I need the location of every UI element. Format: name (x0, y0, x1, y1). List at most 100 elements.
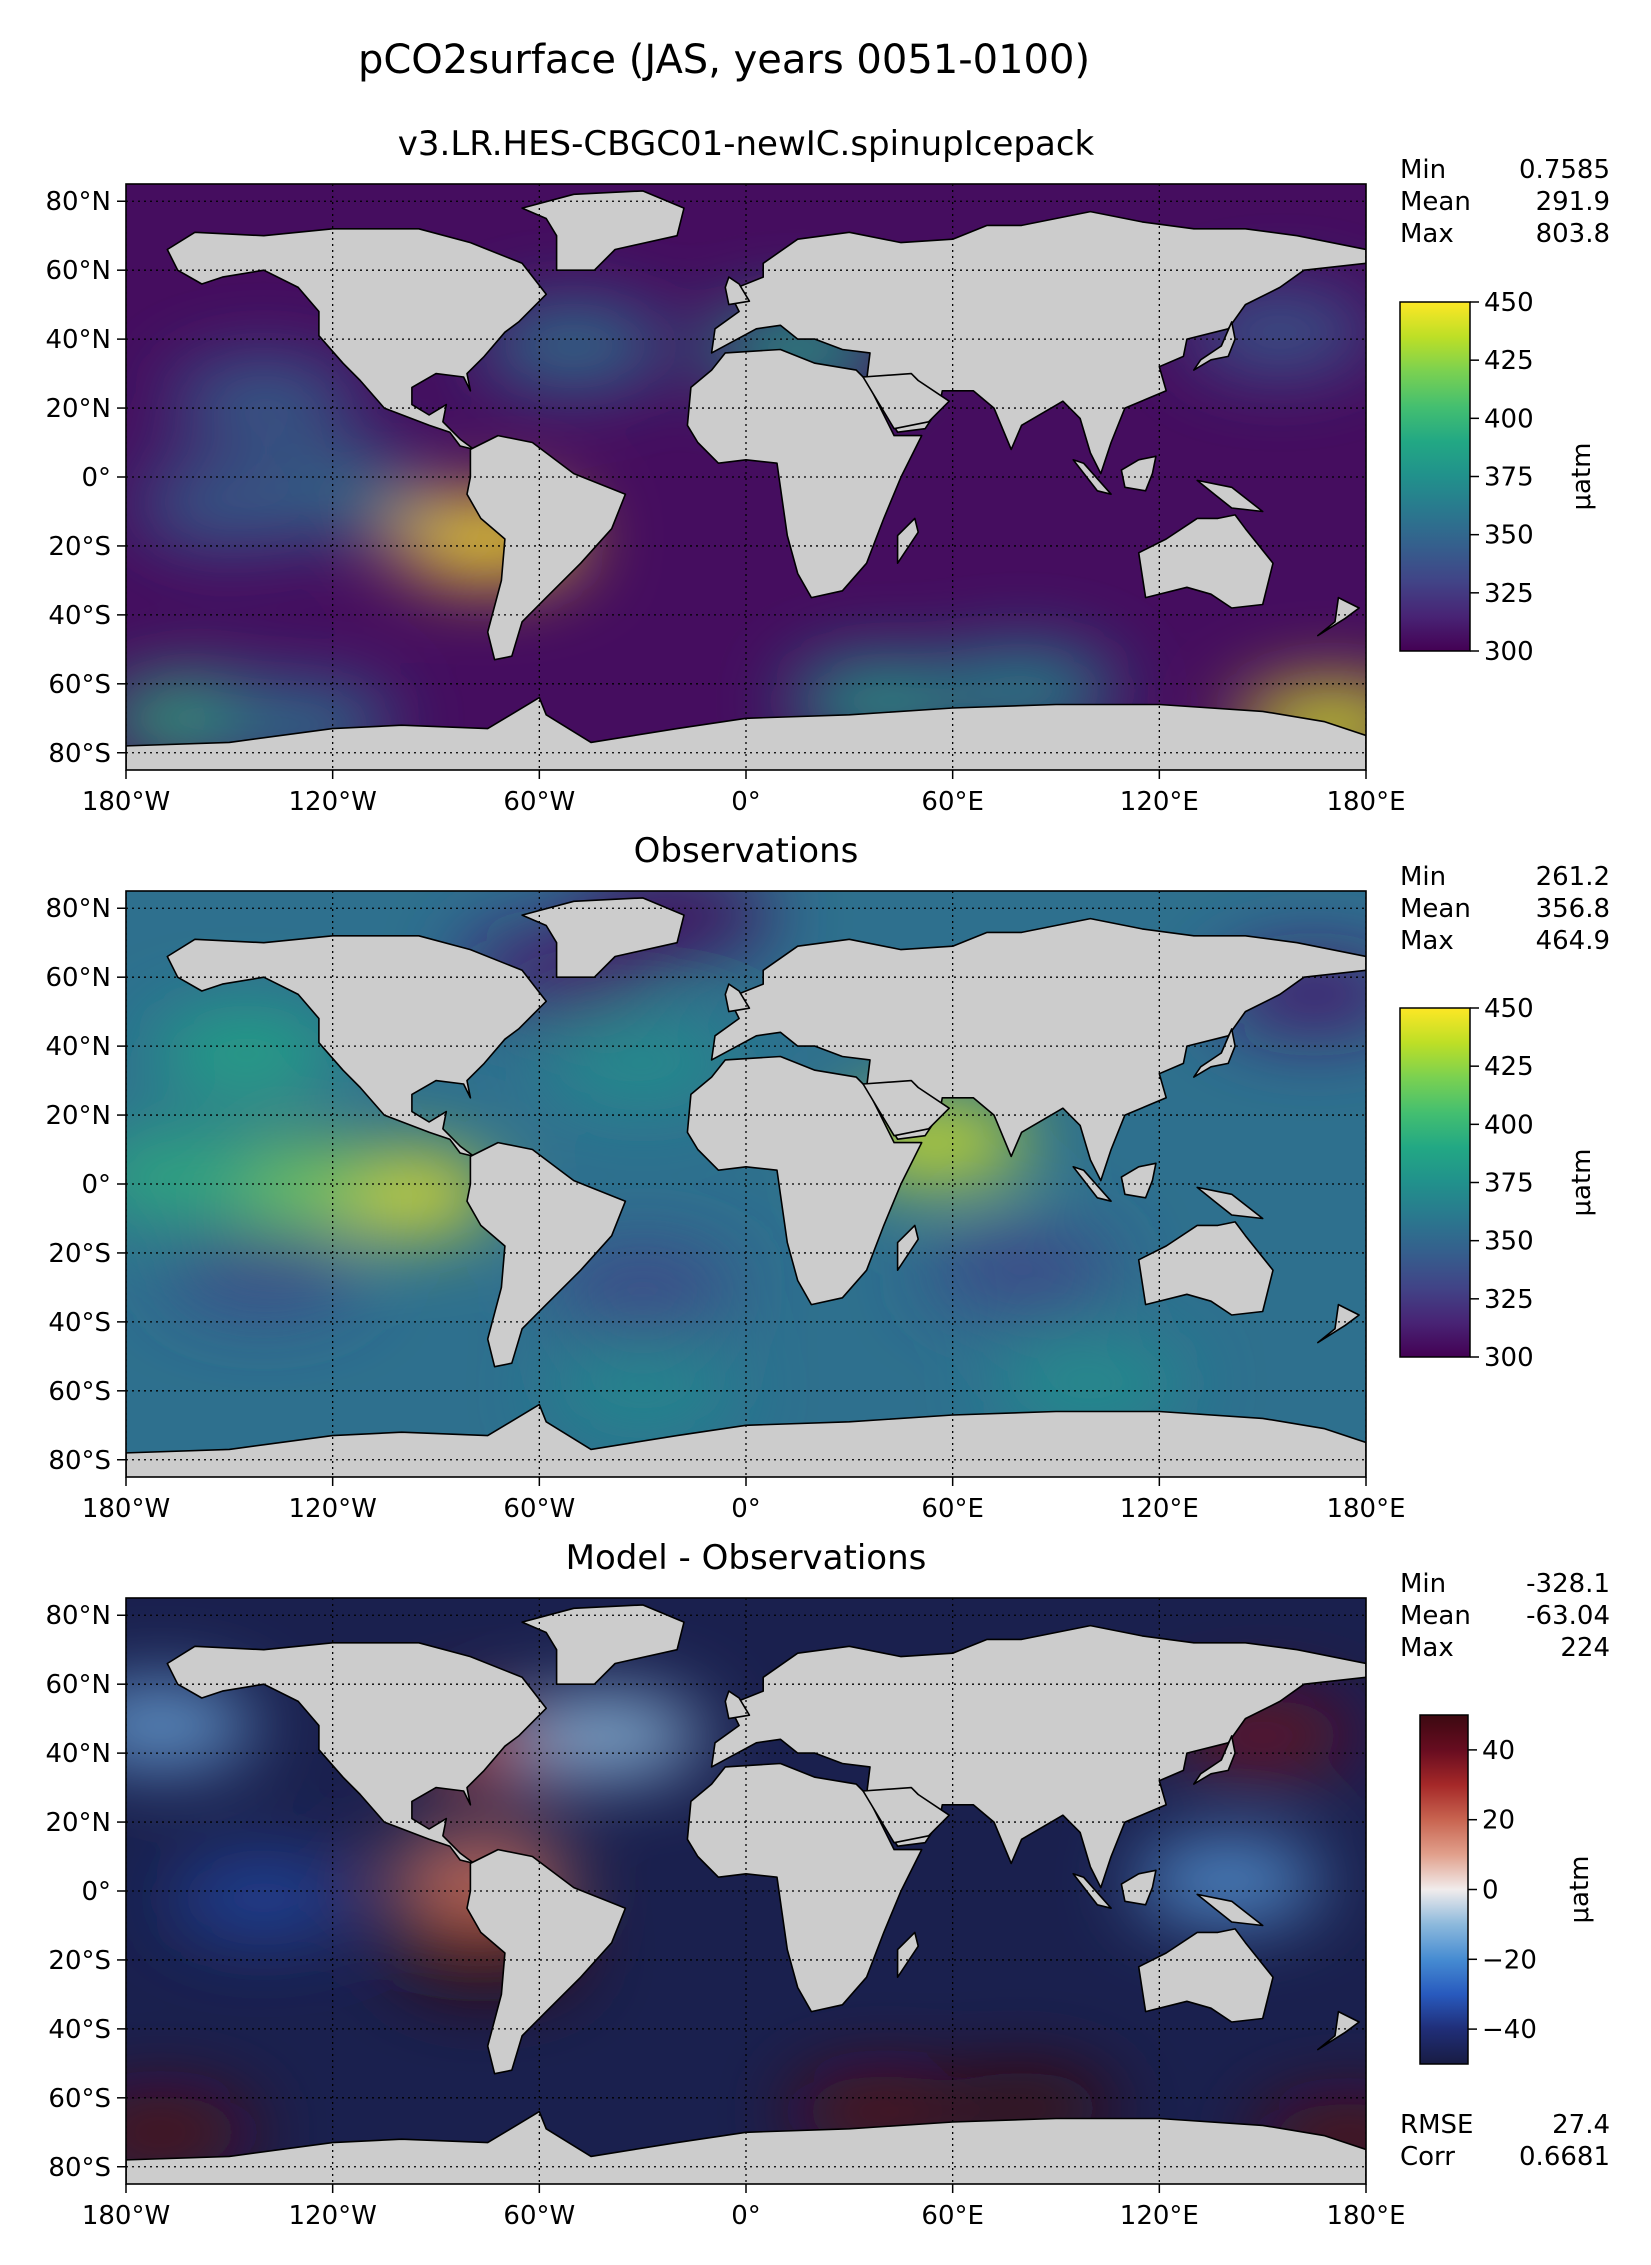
y-tick-label: 80°N (45, 187, 111, 217)
field-feature (995, 1345, 1186, 1422)
landmass-new-zealand (1317, 596, 1360, 637)
stat-label: Max (1400, 219, 1454, 249)
landmass-eurasia (710, 1624, 1366, 1889)
y-tick-label: 80°N (45, 1601, 111, 1631)
x-tick-label: 120°W (288, 2201, 376, 2231)
landmass-arabia (862, 372, 951, 430)
landmass-eurasia (710, 917, 1366, 1182)
colorbar-tick-label: 350 (1484, 1227, 1534, 1257)
landmass-madagascar (896, 1931, 920, 1978)
colorbar-label: μatm (1567, 1149, 1597, 1217)
x-tick-label: 0° (731, 2201, 761, 2231)
stat-value: 291.9 (1536, 187, 1610, 217)
landmass-japan (1193, 1028, 1236, 1078)
colorbar-tick-label: 425 (1484, 346, 1534, 376)
landmass-uk (724, 276, 751, 306)
colorbar-label: μatm (1565, 1856, 1595, 1924)
y-tick-label: 40°N (45, 325, 111, 355)
colorbar-tick-label: 20 (1482, 1806, 1515, 1836)
field-feature (126, 2094, 256, 2171)
y-tick-label: 0° (81, 463, 111, 493)
x-tick-label: 180°W (82, 787, 170, 817)
y-tick-label: 20°S (48, 1239, 111, 1269)
landmass-antarctica (126, 2110, 1366, 2184)
stat-value: 0.7585 (1519, 155, 1610, 185)
land-masks (126, 1604, 1366, 2184)
x-tick-label: 120°W (288, 1494, 376, 1524)
x-tick-label: 180°E (1326, 787, 1405, 817)
y-tick-label: 20°N (45, 1808, 111, 1838)
landmass-japan (1193, 1735, 1236, 1785)
field-feature (168, 363, 359, 440)
colorbar-tick-label: 40 (1482, 1736, 1515, 1766)
field-feature (926, 1232, 1117, 1309)
landmass-greenland (521, 190, 685, 272)
colorbar-tick-label: 0 (1482, 1876, 1499, 1906)
stat-label: Mean (1400, 187, 1471, 217)
y-tick-label: 60°N (45, 1670, 111, 1700)
stat-label: Min (1400, 155, 1446, 185)
y-tick-label: 60°S (48, 1377, 111, 1407)
landmass-arabia (862, 1079, 951, 1137)
y-tick-label: 60°N (45, 256, 111, 286)
stat-value: -63.04 (1526, 1601, 1610, 1631)
y-tick-label: 80°S (48, 1446, 111, 1476)
stat-value: 803.8 (1536, 219, 1610, 249)
stat-label: Mean (1400, 894, 1471, 924)
colorbar-tick-label: 375 (1484, 1169, 1534, 1199)
y-tick-label: 80°S (48, 739, 111, 769)
map-area (126, 1598, 1366, 2184)
y-tick-label: 40°S (48, 1308, 111, 1338)
y-tick-label: 40°N (45, 1739, 111, 1769)
stat-value: 261.2 (1536, 862, 1610, 892)
x-tick-label: 180°W (82, 2201, 170, 2231)
y-tick-label: 40°N (45, 1032, 111, 1062)
x-tick-label: 120°E (1120, 2201, 1199, 2231)
landmass-antarctica (126, 1403, 1366, 1477)
landmass-australia (1137, 1221, 1274, 1316)
y-tick-label: 60°N (45, 963, 111, 993)
x-tick-label: 60°E (921, 787, 984, 817)
landmass-australia (1137, 1928, 1274, 2023)
x-tick-label: 60°W (503, 787, 575, 817)
y-tick-label: 60°S (48, 2084, 111, 2114)
colorbar-tick-label: 400 (1484, 1110, 1534, 1140)
map-area (126, 891, 1366, 1477)
landmass-arabia (862, 1786, 951, 1844)
landmass-north-america (166, 1642, 548, 1865)
colorbar-label: μatm (1567, 443, 1597, 511)
landmass-new-guinea (1196, 1186, 1264, 1220)
colorbar-tick-label: 325 (1484, 579, 1534, 609)
landmass-borneo (1120, 455, 1157, 492)
landmass-new-guinea (1196, 479, 1264, 513)
stat-label: Min (1400, 1569, 1446, 1599)
gridlines (126, 1598, 1366, 2184)
landmass-borneo (1120, 1869, 1157, 1906)
landmass-south-america (466, 1848, 627, 2075)
figure-title: pCO2surface (JAS, years 0051-0100) (358, 37, 1090, 83)
field-feature (547, 1249, 738, 1326)
map-area (126, 184, 1366, 770)
field-feature (478, 308, 669, 385)
landmass-new-zealand (1317, 1303, 1360, 1344)
colorbar-tick-label: 450 (1484, 994, 1534, 1024)
colorbar-tick-label: 375 (1484, 463, 1534, 493)
y-tick-label: 80°N (45, 894, 111, 924)
gridlines (126, 891, 1366, 1477)
x-tick-label: 180°W (82, 1494, 170, 1524)
colorbar-tick-label: 350 (1484, 521, 1534, 551)
panel-title: v3.LR.HES-CBGC01-newIC.spinupIcepack (398, 124, 1095, 164)
field-feature (134, 466, 325, 543)
landmass-greenland (521, 1604, 685, 1685)
y-tick-label: 40°S (48, 601, 111, 631)
colorbar-tick-label: 400 (1484, 404, 1534, 434)
colorbar-tick-label: 300 (1484, 637, 1534, 667)
stat-value: -328.1 (1526, 1569, 1610, 1599)
y-tick-label: 0° (81, 1877, 111, 1907)
y-tick-label: 80°S (48, 2153, 111, 2183)
x-tick-label: 60°E (921, 2201, 984, 2231)
field-feature (168, 1232, 359, 1309)
landmass-australia (1137, 514, 1274, 609)
x-tick-label: 0° (731, 787, 761, 817)
